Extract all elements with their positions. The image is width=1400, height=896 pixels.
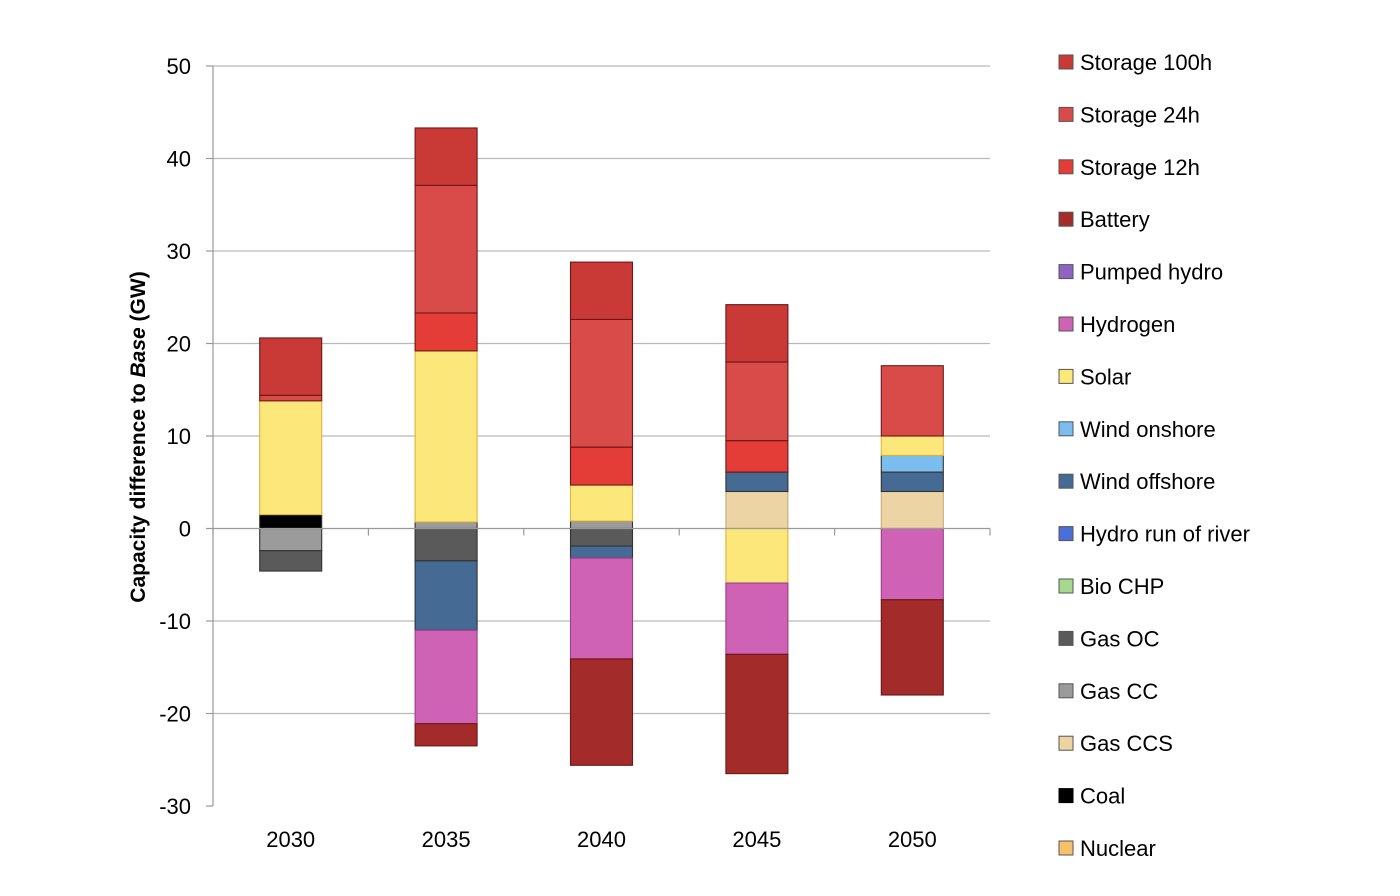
legend-swatch: [1058, 421, 1074, 437]
x-tick-labels: 2030 2035 2040 2045 2050: [266, 827, 937, 852]
legend-swatch: [1058, 54, 1074, 70]
bar-segment: [569, 658, 634, 766]
bar-segment: [259, 337, 323, 396]
y-tick-label: -30: [159, 794, 191, 819]
legend-label: Storage 24h: [1080, 102, 1200, 127]
x-tick-label: 2030: [266, 827, 315, 852]
y-tick-label: 50: [167, 54, 191, 79]
bar-segment: [259, 400, 323, 516]
bar-segment: [569, 446, 634, 486]
legend-swatch: [1058, 735, 1074, 751]
y-tick-label: 40: [167, 147, 191, 172]
bar-segment: [414, 560, 478, 631]
bar-segment: [414, 127, 478, 186]
legend-label: Gas CC: [1080, 679, 1158, 704]
bar-segment: [259, 527, 323, 552]
bar-segment: [414, 184, 478, 314]
bar-segment: [569, 557, 634, 660]
bar-segment: [880, 365, 944, 437]
y-tick-label: 10: [167, 424, 191, 449]
legend-swatch: [1058, 683, 1074, 699]
legend-label: Wind onshore: [1080, 417, 1216, 442]
legend-label: Wind offshore: [1080, 469, 1215, 494]
bar-segment: [569, 484, 634, 522]
bar-segment: [414, 521, 478, 530]
legend-swatch: [1058, 368, 1074, 384]
bar-segment: [725, 490, 789, 530]
bar-segment: [414, 629, 478, 725]
legend-label: Coal: [1080, 784, 1125, 809]
legend-swatch: [1058, 526, 1074, 542]
bar-segment: [259, 514, 323, 530]
legend-label: Gas OC: [1080, 626, 1160, 651]
bar-segment: [725, 361, 789, 442]
y-tick-labels: 50 40 30 20 10 0 -10 -20 -30: [159, 54, 191, 819]
bar-segment: [414, 723, 478, 747]
legend-swatch: [1058, 264, 1074, 280]
y-axis-title: Capacity difference to Base (GW): [127, 271, 150, 602]
legend-label: Storage 12h: [1080, 155, 1200, 180]
legend-label: Solar: [1080, 364, 1131, 389]
bar-segment: [880, 454, 944, 473]
legend-swatch: [1058, 630, 1074, 646]
bar-segment: [880, 527, 944, 601]
legend-swatch: [1058, 473, 1074, 489]
legend-label: Nuclear: [1080, 836, 1156, 861]
bar-segment: [725, 527, 789, 584]
bar-segment: [569, 318, 634, 448]
bar-segment: [725, 582, 789, 655]
legend-swatch: [1058, 159, 1074, 175]
x-tick-label: 2045: [732, 827, 781, 852]
bar-segment: [414, 527, 478, 562]
axes: [206, 65, 991, 807]
legend-swatch: [1058, 211, 1074, 227]
y-tick-label: 20: [167, 332, 191, 357]
x-tick-label: 2050: [888, 827, 937, 852]
bar-segment: [880, 471, 944, 493]
legend-swatch: [1058, 578, 1074, 594]
bar-segment: [569, 261, 634, 321]
y-tick-label: 30: [167, 239, 191, 264]
y-tick-label: -10: [159, 609, 191, 634]
legend-label: Hydro run of river: [1080, 522, 1250, 547]
x-tick-label: 2040: [577, 827, 626, 852]
bar-segment: [259, 550, 323, 572]
bar-segment: [414, 350, 478, 523]
legend-label: Bio CHP: [1080, 574, 1164, 599]
bar-segment: [569, 545, 634, 559]
legend-label: Battery: [1080, 207, 1150, 232]
bar-segment: [569, 527, 634, 547]
legend-label: Hydrogen: [1080, 312, 1175, 337]
legend-label: Storage 100h: [1080, 50, 1212, 75]
y-tick-label: -20: [159, 702, 191, 727]
legend-swatch: [1058, 788, 1074, 804]
legend-label: Pumped hydro: [1080, 260, 1223, 285]
bar-segment: [880, 599, 944, 696]
bar-segment: [569, 520, 634, 530]
legend-swatch: [1058, 316, 1074, 332]
legend: Storage 100h Storage 24h Storage 12h Batter…: [1058, 50, 1250, 861]
legend-label: Gas CCS: [1080, 731, 1173, 756]
bar-segment: [725, 471, 789, 493]
y-tick-label: 0: [179, 517, 191, 542]
bar-segment: [725, 304, 789, 363]
bar-segment: [725, 440, 789, 473]
bar-segment: [880, 435, 944, 456]
x-tick-label: 2035: [422, 827, 471, 852]
bar-segment: [880, 490, 944, 530]
legend-swatch: [1058, 840, 1074, 856]
bar-segment: [259, 394, 323, 402]
bars: [259, 127, 944, 775]
legend-swatch: [1058, 106, 1074, 122]
bar-segment: [725, 653, 789, 775]
bar-segment: [414, 312, 478, 352]
